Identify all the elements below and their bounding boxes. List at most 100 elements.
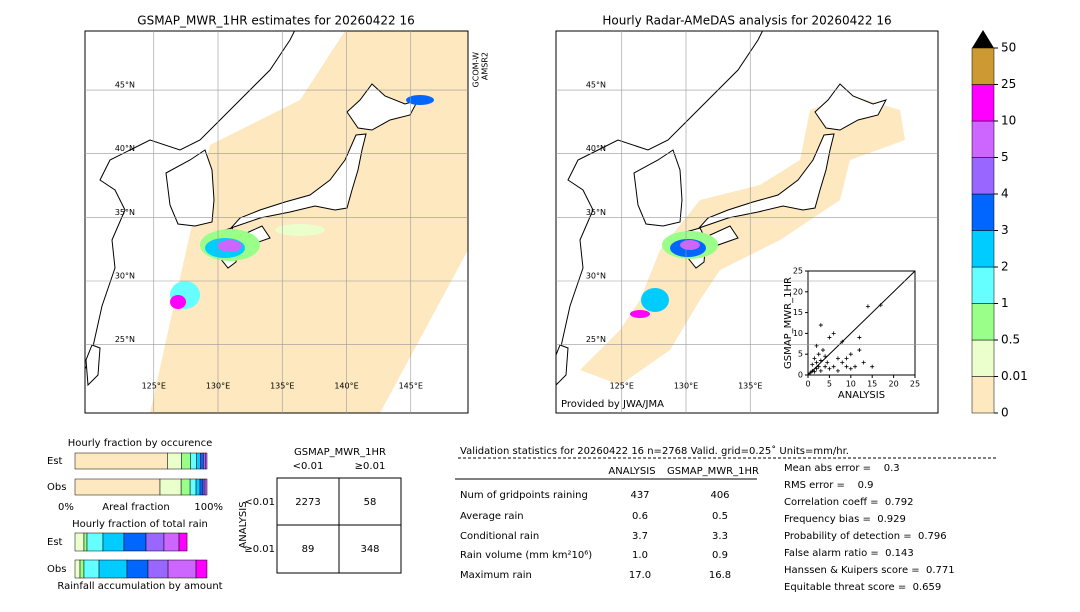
fraction-segment (195, 559, 208, 579)
scatter-point (865, 304, 870, 309)
fraction-segment (189, 478, 197, 496)
colorbar-label: 50 (1001, 41, 1016, 55)
fraction-segment (205, 452, 208, 470)
fraction-segment (199, 478, 204, 496)
scatter-point (878, 303, 883, 308)
lat-label: 30°N (586, 272, 606, 281)
colorbar-label: 0.5 (1001, 333, 1020, 347)
row-label: ≥0.01 (244, 544, 275, 555)
y-tick-label: 10 (793, 329, 803, 338)
colorbar-segment (971, 376, 995, 414)
colorbar-label: 25 (1001, 77, 1016, 91)
scatter-point (823, 364, 828, 369)
colorbar-label: 0 (1001, 406, 1009, 420)
scatter-point (870, 364, 875, 369)
colorbar-segment (971, 339, 995, 377)
scatter-point (814, 343, 819, 348)
stats-label: Rain volume (mm km²10⁶) (460, 550, 592, 561)
scatter-point (840, 339, 845, 344)
cell: 348 (360, 544, 379, 555)
cell: 89 (302, 544, 315, 555)
score: RMS error = 0.9 (784, 480, 874, 491)
scatter-point (808, 370, 813, 375)
scatter-point (820, 348, 825, 353)
col-label: <0.01 (293, 461, 324, 472)
scatter-point (810, 368, 815, 373)
fraction-segment (126, 559, 149, 579)
lat-label: 40°N (115, 144, 135, 153)
contingency-title: GSMAP_MWR_1HR (294, 447, 386, 458)
lat-label: 40°N (586, 144, 606, 153)
cell: 58 (364, 497, 377, 508)
row-label: Obs (47, 482, 66, 493)
scatter-point (814, 366, 819, 371)
stats-value: 406 (710, 490, 729, 501)
colorbar-label: 3 (1001, 223, 1009, 237)
colorbar-segment (971, 47, 995, 85)
x-tick-label: 5 (827, 380, 832, 389)
stats-value: 3.7 (632, 531, 648, 542)
lon-label: 130°E (206, 382, 230, 391)
fraction-segment (74, 559, 81, 579)
fraction-segment (102, 532, 125, 552)
score: Probability of detection = 0.796 (784, 531, 947, 542)
fraction-segment (74, 532, 85, 552)
scatter-point (844, 356, 849, 361)
scatter-point (827, 335, 832, 340)
stats-value: 17.0 (629, 570, 651, 581)
scatter-point (816, 352, 821, 357)
x-tick-label: 25 (910, 380, 920, 389)
colorbar-label: 0.01 (1001, 369, 1028, 383)
lon-label: 130°E (674, 382, 698, 391)
axis-min: 0% (58, 502, 74, 513)
fraction-segment (203, 452, 206, 470)
colorbar-label: 4 (1001, 187, 1009, 201)
fraction-segment (83, 559, 100, 579)
stats-value: 0.5 (712, 511, 728, 522)
stats-label: Conditional rain (460, 531, 539, 542)
scatter-point (827, 366, 832, 371)
lon-label: 135°E (270, 382, 294, 391)
fraction-title: Hourly fraction by occurence (68, 438, 212, 449)
scatter-point (818, 368, 823, 373)
colorbar-segment (971, 120, 995, 158)
stats-label: Average rain (460, 511, 524, 522)
lat-label: 35°N (586, 208, 606, 217)
colorbar-segment (971, 230, 995, 268)
y-tick-label: 25 (793, 267, 803, 276)
cell: 2273 (295, 497, 320, 508)
fraction-xlabel: Rainfall accumulation by amount (57, 581, 222, 592)
score: Frequency bias = 0.929 (784, 514, 906, 525)
y-axis-label: GSMAP_MWR_1HR (783, 277, 794, 369)
scatter-point (848, 366, 853, 371)
colorbar-segment (971, 303, 995, 341)
credit: Provided by JWA/JMA (561, 399, 664, 410)
diagonal (807, 270, 916, 376)
scatter-point (853, 364, 858, 369)
scatter-point (814, 360, 819, 365)
score: Hanssen & Kuipers score = 0.771 (784, 565, 955, 576)
left-map (85, 31, 468, 413)
scatter-point (823, 354, 828, 359)
lon-label: 140°E (334, 382, 358, 391)
fraction-segment (181, 452, 191, 470)
stats-column: ANALYSIS (608, 466, 655, 477)
fraction-segment (83, 532, 88, 552)
fraction-title: Hourly fraction of total rain (72, 519, 208, 530)
scatter-point (835, 356, 840, 361)
satellite-label: AMSR2 (481, 52, 490, 80)
map-title: GSMAP_MWR_1HR estimates for 20260422 16 (137, 14, 414, 28)
colorbar-label: 1 (1001, 296, 1009, 310)
stats-value: 16.8 (709, 570, 731, 581)
fraction-segment (195, 478, 201, 496)
scatter-point (810, 362, 815, 367)
lat-label: 25°N (586, 335, 606, 344)
fraction-segment (163, 532, 180, 552)
lon-label: 125°E (142, 382, 166, 391)
fraction-segment (79, 559, 85, 579)
colorbar-segment (971, 266, 995, 304)
lat-label: 35°N (115, 208, 135, 217)
fraction-segment (167, 559, 197, 579)
colorbar-segment (971, 84, 995, 122)
fraction-segment (204, 478, 208, 496)
